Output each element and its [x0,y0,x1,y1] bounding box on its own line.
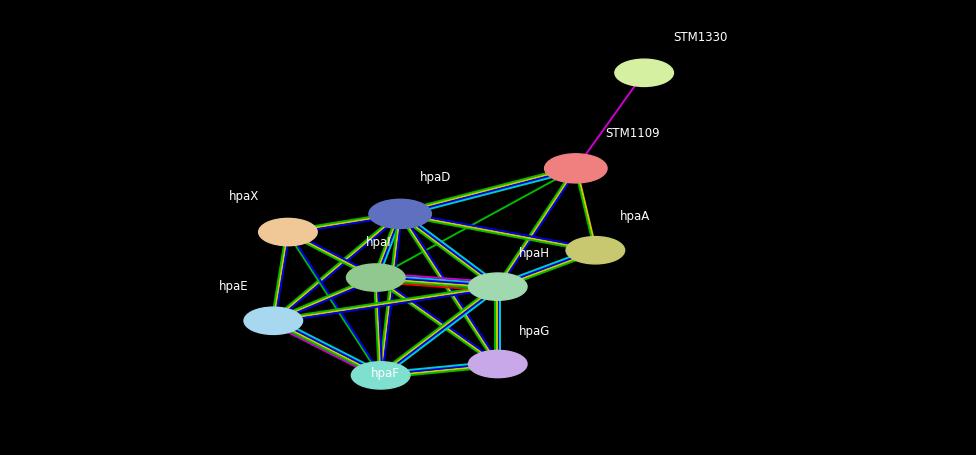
Text: hpaE: hpaE [220,280,249,293]
Circle shape [468,350,527,378]
Text: STM1330: STM1330 [673,31,728,44]
Circle shape [468,273,527,300]
Circle shape [351,362,410,389]
Circle shape [244,307,303,334]
Text: STM1109: STM1109 [605,127,660,140]
Text: hpaH: hpaH [519,247,550,260]
Circle shape [615,59,673,86]
Circle shape [566,237,625,264]
Circle shape [346,264,405,291]
Text: hpaD: hpaD [420,171,451,184]
Text: hpaF: hpaF [371,367,400,380]
Circle shape [369,199,431,228]
Text: hpaA: hpaA [620,210,650,223]
Text: hpaX: hpaX [228,190,259,203]
Text: hpaG: hpaG [519,324,550,338]
Text: hpaI: hpaI [366,236,391,249]
Circle shape [545,154,607,183]
Circle shape [259,218,317,246]
